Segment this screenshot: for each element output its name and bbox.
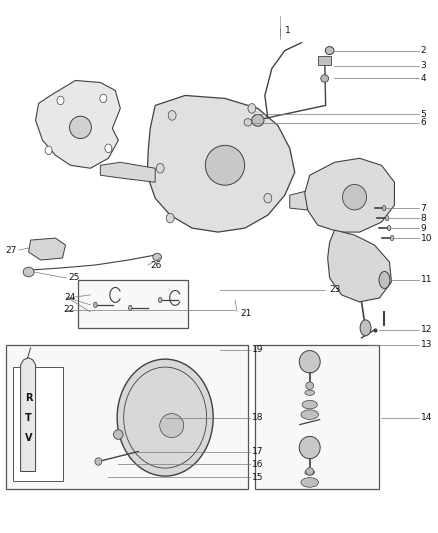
Text: 23: 23 xyxy=(330,286,341,294)
Text: 19: 19 xyxy=(252,345,264,354)
Text: 17: 17 xyxy=(252,447,264,456)
Ellipse shape xyxy=(306,468,314,475)
Polygon shape xyxy=(100,162,155,182)
Polygon shape xyxy=(28,238,66,260)
Polygon shape xyxy=(305,158,395,232)
Text: 21: 21 xyxy=(240,309,251,318)
Ellipse shape xyxy=(23,267,34,277)
Text: T: T xyxy=(25,413,32,423)
Text: 10: 10 xyxy=(421,233,432,243)
Ellipse shape xyxy=(305,390,314,395)
Text: 5: 5 xyxy=(421,110,427,119)
Ellipse shape xyxy=(385,215,389,221)
Ellipse shape xyxy=(305,470,314,475)
Ellipse shape xyxy=(302,400,318,409)
Ellipse shape xyxy=(244,119,252,126)
Ellipse shape xyxy=(360,320,371,336)
Circle shape xyxy=(117,359,213,476)
Circle shape xyxy=(45,146,52,155)
Text: 6: 6 xyxy=(421,118,427,127)
Text: 18: 18 xyxy=(252,413,264,422)
Circle shape xyxy=(166,213,174,223)
Text: 3: 3 xyxy=(421,61,427,70)
Text: 14: 14 xyxy=(421,413,432,422)
Text: V: V xyxy=(25,433,32,442)
Text: 22: 22 xyxy=(63,305,74,314)
Ellipse shape xyxy=(390,236,394,241)
Polygon shape xyxy=(35,80,120,168)
Bar xyxy=(255,345,379,489)
Circle shape xyxy=(156,164,164,173)
Ellipse shape xyxy=(299,351,320,373)
Ellipse shape xyxy=(306,382,314,390)
Text: 27: 27 xyxy=(6,246,17,255)
Circle shape xyxy=(105,144,112,152)
Polygon shape xyxy=(147,95,295,232)
Text: 12: 12 xyxy=(421,325,432,334)
Text: 9: 9 xyxy=(421,224,427,232)
Polygon shape xyxy=(21,358,35,472)
Bar xyxy=(78,280,187,328)
Text: 7: 7 xyxy=(421,204,427,213)
Bar xyxy=(13,367,63,481)
Text: 11: 11 xyxy=(421,276,432,285)
Circle shape xyxy=(168,111,176,120)
Ellipse shape xyxy=(113,430,123,439)
Text: 26: 26 xyxy=(150,261,162,270)
Ellipse shape xyxy=(382,206,386,211)
Polygon shape xyxy=(290,190,330,210)
Ellipse shape xyxy=(205,146,245,185)
Ellipse shape xyxy=(343,184,367,210)
Bar xyxy=(318,56,331,65)
Circle shape xyxy=(57,96,64,104)
Circle shape xyxy=(264,193,272,203)
Text: 13: 13 xyxy=(421,340,432,349)
Text: 25: 25 xyxy=(68,273,80,282)
Polygon shape xyxy=(328,230,392,302)
Ellipse shape xyxy=(95,458,102,465)
Text: 8: 8 xyxy=(421,214,427,223)
Text: 4: 4 xyxy=(421,74,426,83)
Text: 16: 16 xyxy=(252,460,264,469)
Ellipse shape xyxy=(301,410,318,419)
Text: 2: 2 xyxy=(421,46,426,55)
Ellipse shape xyxy=(70,116,92,139)
Text: R: R xyxy=(25,393,32,402)
Ellipse shape xyxy=(252,115,264,126)
Circle shape xyxy=(248,103,256,113)
Ellipse shape xyxy=(321,75,328,82)
Text: 24: 24 xyxy=(64,294,76,302)
Ellipse shape xyxy=(160,414,184,438)
Ellipse shape xyxy=(159,297,162,303)
Ellipse shape xyxy=(387,225,391,231)
Ellipse shape xyxy=(325,46,334,54)
Text: 1: 1 xyxy=(285,26,291,35)
Text: 15: 15 xyxy=(252,473,264,482)
Circle shape xyxy=(100,94,107,103)
Ellipse shape xyxy=(301,478,318,487)
Ellipse shape xyxy=(299,437,320,459)
Ellipse shape xyxy=(128,305,132,311)
Bar xyxy=(6,345,248,489)
Ellipse shape xyxy=(153,253,162,261)
Ellipse shape xyxy=(379,271,390,288)
Ellipse shape xyxy=(94,302,97,308)
